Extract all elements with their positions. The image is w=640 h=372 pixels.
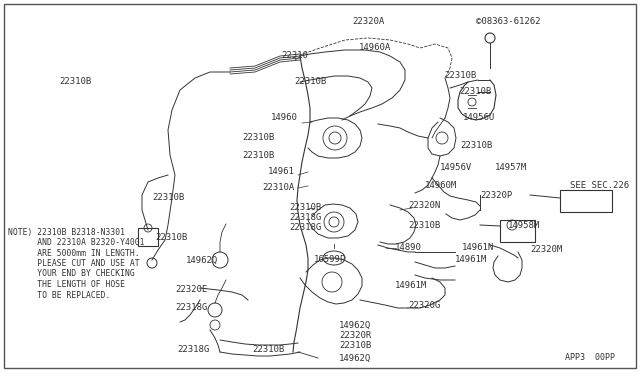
Text: 22310A: 22310A bbox=[263, 183, 295, 192]
Text: 22310B: 22310B bbox=[243, 151, 275, 160]
Text: 22310B: 22310B bbox=[252, 346, 284, 355]
Text: APP3  00PP: APP3 00PP bbox=[565, 353, 615, 362]
Text: 22310B: 22310B bbox=[460, 141, 492, 150]
Text: 22310B: 22310B bbox=[59, 77, 91, 87]
Text: PLEASE CUT AND USE AT: PLEASE CUT AND USE AT bbox=[8, 259, 140, 268]
Text: 14962Q: 14962Q bbox=[339, 353, 371, 362]
Text: 22320R: 22320R bbox=[339, 330, 371, 340]
Text: 22310B: 22310B bbox=[243, 134, 275, 142]
Text: 14960: 14960 bbox=[271, 113, 298, 122]
Text: 22318G: 22318G bbox=[289, 224, 321, 232]
Text: 22320M: 22320M bbox=[530, 246, 563, 254]
Text: 22310B: 22310B bbox=[444, 71, 476, 80]
Text: 22320P: 22320P bbox=[480, 190, 512, 199]
Text: 22310B: 22310B bbox=[153, 193, 185, 202]
Text: 14956V: 14956V bbox=[440, 164, 472, 173]
Text: 14957M: 14957M bbox=[495, 164, 527, 173]
Text: 14961: 14961 bbox=[268, 167, 295, 176]
Text: 22310B: 22310B bbox=[294, 77, 326, 87]
Text: 22320G: 22320G bbox=[408, 301, 440, 310]
Bar bbox=[560, 190, 612, 212]
Text: 22320A: 22320A bbox=[352, 17, 384, 26]
Text: 16599P: 16599P bbox=[314, 256, 346, 264]
Text: 22318G: 22318G bbox=[176, 304, 208, 312]
Text: 14962Q: 14962Q bbox=[339, 321, 371, 330]
Text: 22310B: 22310B bbox=[339, 340, 371, 350]
Text: 22310: 22310 bbox=[282, 51, 308, 60]
Text: 22310B: 22310B bbox=[289, 203, 321, 212]
Text: 14961N: 14961N bbox=[462, 244, 494, 253]
Text: ARE 5000mm IN LENGTH.: ARE 5000mm IN LENGTH. bbox=[8, 248, 140, 257]
Text: AND 22310A B2320-Y4001: AND 22310A B2320-Y4001 bbox=[8, 238, 145, 247]
Text: 14960M: 14960M bbox=[425, 180, 457, 189]
Text: 22310B: 22310B bbox=[408, 221, 440, 230]
Text: 14958M: 14958M bbox=[508, 221, 540, 230]
Text: 14961M: 14961M bbox=[455, 256, 487, 264]
Bar bbox=[138, 228, 158, 246]
Text: 22320E: 22320E bbox=[176, 285, 208, 295]
Bar bbox=[500, 220, 535, 242]
Text: 14960A: 14960A bbox=[359, 44, 391, 52]
Text: YOUR END BY CHECKING: YOUR END BY CHECKING bbox=[8, 269, 135, 279]
Text: 22310B: 22310B bbox=[156, 234, 188, 243]
Text: 14961M: 14961M bbox=[395, 280, 428, 289]
Text: 22318G: 22318G bbox=[289, 214, 321, 222]
Text: ©08363-61262: ©08363-61262 bbox=[476, 17, 540, 26]
Text: NOTE) 22310B B2318-N3301: NOTE) 22310B B2318-N3301 bbox=[8, 228, 125, 237]
Text: 14890: 14890 bbox=[395, 244, 422, 253]
Text: THE LENGTH OF HOSE: THE LENGTH OF HOSE bbox=[8, 280, 125, 289]
Text: 14956U: 14956U bbox=[463, 113, 495, 122]
Text: 14962Q: 14962Q bbox=[186, 256, 218, 264]
Text: 22320N: 22320N bbox=[408, 201, 440, 209]
Text: 22310B: 22310B bbox=[459, 87, 491, 96]
Text: TO BE REPLACED.: TO BE REPLACED. bbox=[8, 291, 110, 299]
Text: SEE SEC.226: SEE SEC.226 bbox=[570, 180, 629, 189]
Text: 22318G: 22318G bbox=[178, 346, 210, 355]
